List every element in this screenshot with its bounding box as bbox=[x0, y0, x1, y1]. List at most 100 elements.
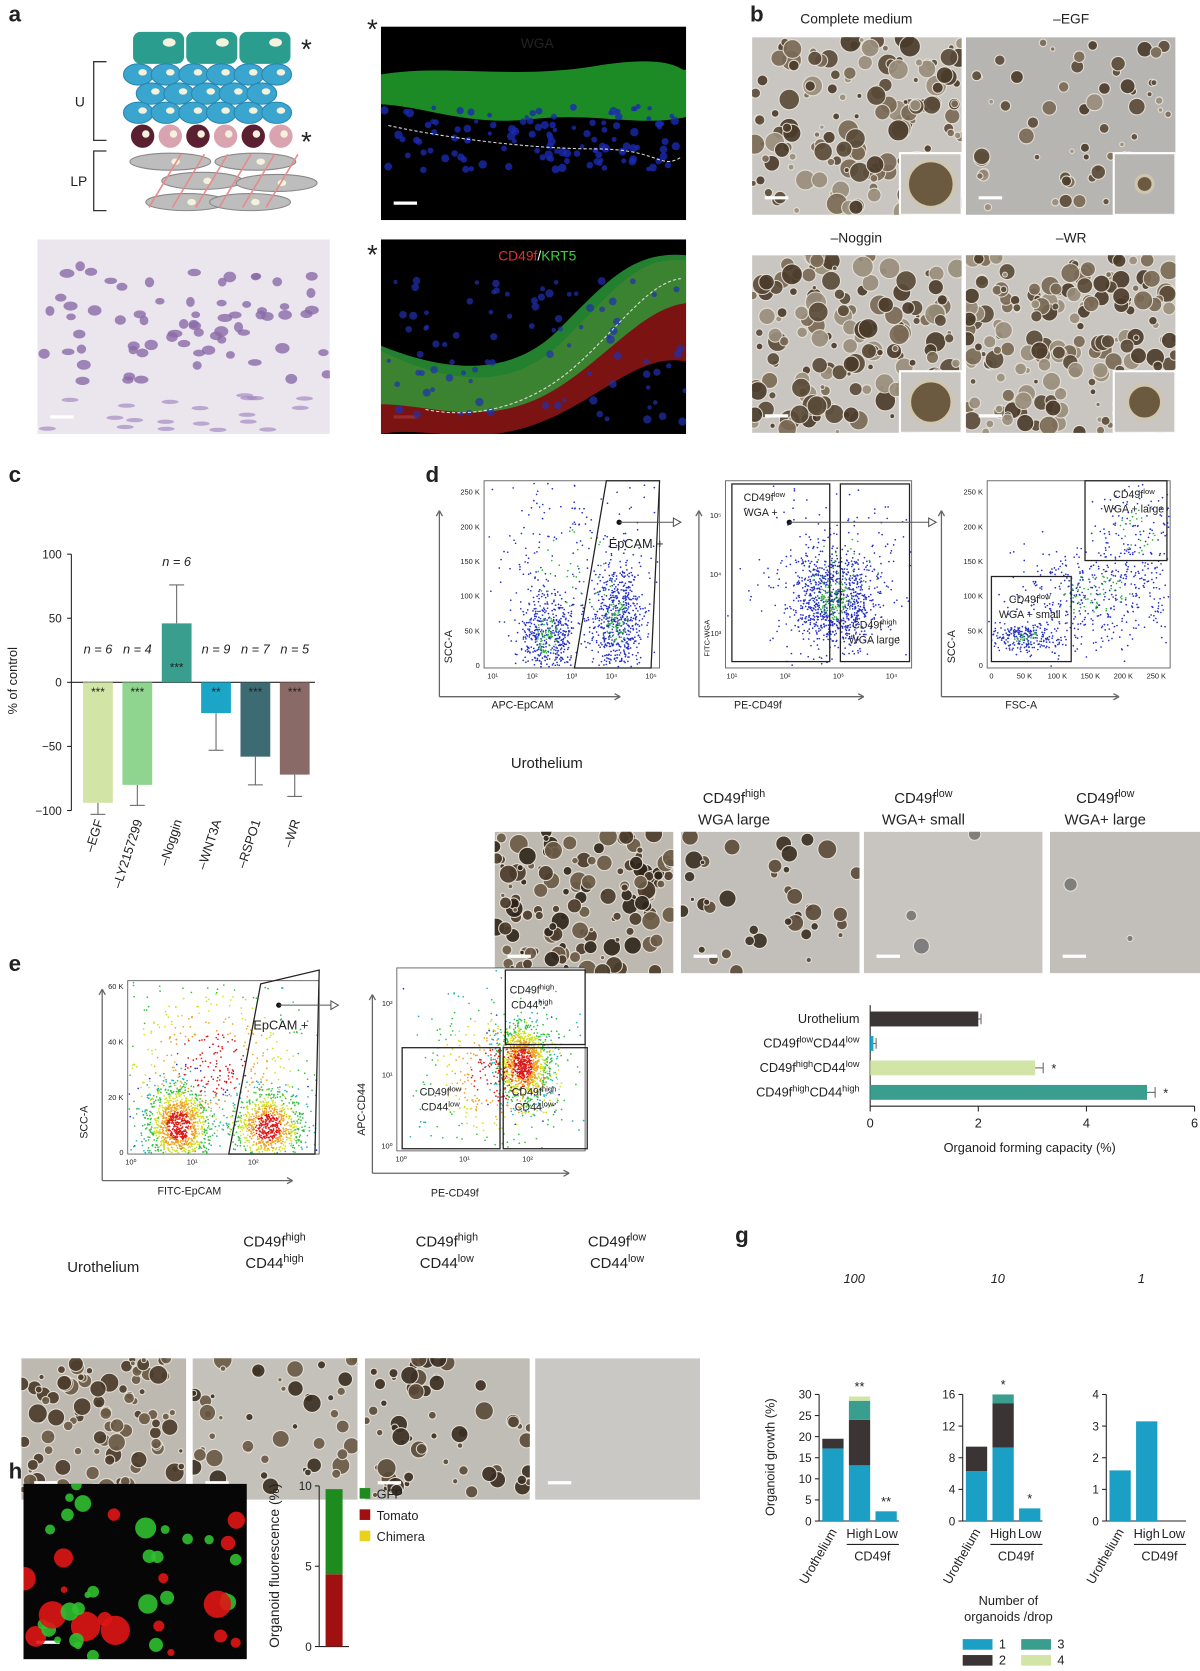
event bbox=[1017, 627, 1019, 629]
event bbox=[799, 599, 802, 602]
event bbox=[524, 650, 527, 652]
basal-cell bbox=[186, 124, 210, 148]
event bbox=[834, 605, 837, 608]
event bbox=[1134, 619, 1137, 622]
event bbox=[627, 645, 630, 647]
event bbox=[604, 613, 607, 616]
nucleus-dapi bbox=[551, 165, 560, 174]
event bbox=[815, 612, 818, 614]
event bbox=[1032, 580, 1035, 583]
event bbox=[1102, 568, 1105, 571]
event bbox=[1156, 610, 1159, 612]
organoid bbox=[917, 59, 937, 79]
event bbox=[823, 604, 826, 607]
event bbox=[859, 600, 862, 603]
nucleus-dapi bbox=[393, 279, 398, 285]
nucleus-dapi bbox=[573, 291, 579, 296]
event bbox=[560, 639, 563, 642]
event bbox=[1043, 603, 1046, 605]
event bbox=[1054, 644, 1057, 647]
event bbox=[564, 591, 567, 594]
event bbox=[609, 558, 612, 561]
event bbox=[811, 618, 814, 621]
organoid bbox=[965, 287, 980, 305]
event bbox=[634, 604, 636, 607]
event bbox=[848, 493, 851, 496]
event bbox=[846, 607, 849, 610]
event bbox=[776, 630, 778, 633]
event bbox=[809, 580, 811, 583]
event bbox=[646, 636, 649, 638]
nucleus-stain bbox=[167, 329, 183, 338]
event bbox=[498, 620, 501, 623]
event bbox=[522, 659, 525, 662]
event bbox=[537, 593, 540, 596]
event bbox=[1123, 660, 1126, 663]
nucleus-dapi bbox=[652, 400, 658, 405]
organoid bbox=[755, 175, 766, 186]
event bbox=[1149, 592, 1151, 594]
event bbox=[865, 596, 868, 599]
event bbox=[1125, 550, 1128, 552]
event bbox=[588, 626, 591, 629]
nucleus-stain bbox=[75, 261, 85, 272]
organoid bbox=[822, 130, 836, 144]
fibre bbox=[148, 153, 182, 208]
nucleus-dapi bbox=[599, 306, 606, 313]
nucleus-dapi bbox=[643, 415, 652, 424]
event bbox=[802, 569, 804, 572]
event bbox=[1130, 544, 1132, 546]
event bbox=[818, 606, 821, 609]
event bbox=[813, 586, 815, 588]
event bbox=[166, 1100, 169, 1102]
event bbox=[618, 622, 620, 625]
event bbox=[1108, 533, 1111, 536]
event bbox=[817, 587, 819, 590]
stroma-stain bbox=[246, 395, 264, 401]
event bbox=[636, 528, 639, 531]
event bbox=[570, 656, 572, 659]
event bbox=[1051, 637, 1053, 640]
event bbox=[172, 1143, 174, 1145]
event bbox=[615, 597, 618, 600]
event bbox=[1163, 596, 1165, 599]
nucleus-dapi bbox=[431, 105, 437, 111]
event bbox=[1157, 605, 1160, 607]
organoid bbox=[983, 335, 997, 349]
nucleus-dapi bbox=[457, 153, 465, 161]
panel-label: c bbox=[9, 462, 21, 487]
event bbox=[1096, 615, 1099, 617]
organoid bbox=[1014, 391, 1033, 411]
event bbox=[1104, 628, 1107, 631]
event bbox=[1095, 561, 1098, 564]
organoid bbox=[965, 331, 976, 347]
nucleus-stain bbox=[300, 309, 313, 319]
event bbox=[792, 507, 794, 510]
event bbox=[1035, 629, 1038, 632]
event bbox=[1024, 589, 1027, 592]
event bbox=[1118, 636, 1121, 638]
event bbox=[597, 591, 599, 594]
tick-label: 0 bbox=[989, 672, 993, 681]
event bbox=[856, 561, 858, 564]
event bbox=[852, 569, 855, 572]
event bbox=[851, 577, 854, 579]
event bbox=[535, 493, 538, 496]
event bbox=[627, 597, 630, 599]
event bbox=[623, 639, 626, 642]
event bbox=[817, 570, 820, 573]
event bbox=[1051, 604, 1054, 606]
nucleus-dapi bbox=[578, 324, 584, 330]
organoid bbox=[887, 119, 910, 142]
event bbox=[804, 577, 807, 580]
event bbox=[866, 569, 868, 571]
event bbox=[180, 1139, 182, 1142]
event bbox=[1048, 641, 1051, 643]
event bbox=[880, 575, 882, 578]
event bbox=[576, 565, 579, 568]
event bbox=[588, 547, 590, 550]
event bbox=[800, 607, 802, 610]
tick-label: 0 bbox=[476, 661, 480, 670]
event bbox=[861, 608, 864, 611]
nucleus-dapi bbox=[474, 119, 479, 124]
